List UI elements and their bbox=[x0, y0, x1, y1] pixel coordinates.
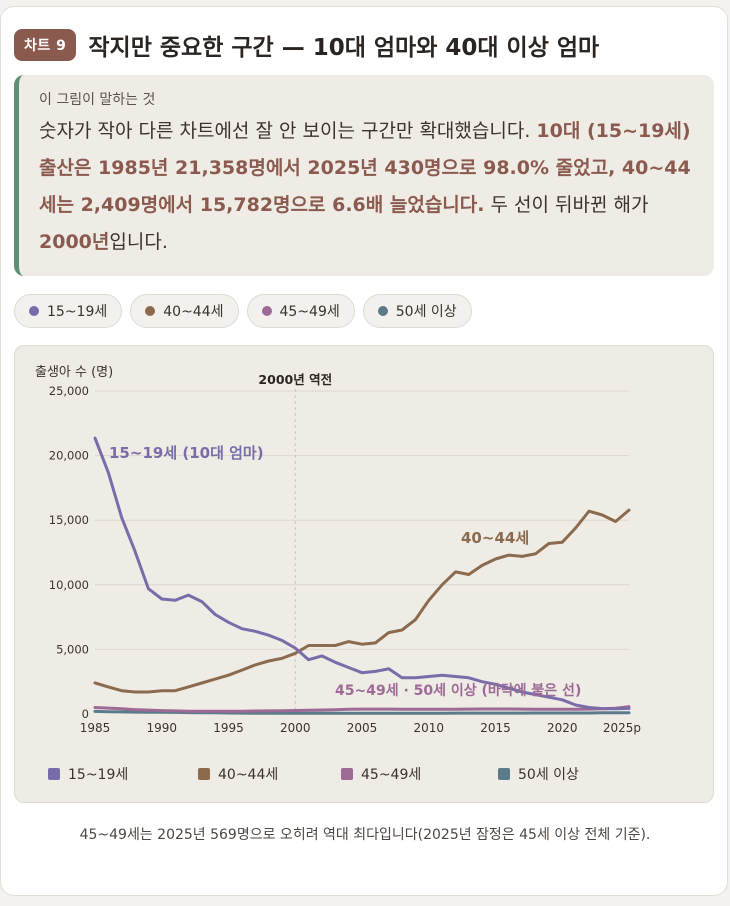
y-axis-label: 출생아 수 (명) bbox=[35, 365, 113, 380]
page-title: 작지만 중요한 구간 — 10대 엄마와 40대 이상 엄마 bbox=[88, 35, 600, 61]
series-line-45~49세 bbox=[93, 705, 631, 713]
x-tick-label: 2020 bbox=[547, 721, 578, 735]
x-tick-label: 1985 bbox=[80, 721, 111, 735]
series-line-40~44세 bbox=[93, 508, 631, 694]
legend-swatch-icon bbox=[341, 768, 353, 780]
legend-item-50-plus[interactable]: 50세 이상 bbox=[498, 764, 579, 784]
legend-item-15-19[interactable]: 15~19세 bbox=[48, 764, 198, 784]
y-tick-label: 15,000 bbox=[49, 513, 89, 527]
series-line-15~19세 bbox=[93, 436, 631, 711]
insight-callout: 이 그림이 말하는 것 숫자가 작아 다른 차트에선 잘 안 보이는 구간만 확… bbox=[14, 75, 714, 276]
chip-dot-icon bbox=[145, 306, 156, 316]
grid bbox=[95, 389, 629, 714]
y-tick-label: 20,000 bbox=[49, 449, 89, 463]
x-tick-label: 1995 bbox=[213, 721, 244, 735]
chip-dot-icon bbox=[29, 306, 39, 316]
chip-label: 50세 이상 bbox=[395, 304, 457, 320]
legend-item-45-49[interactable]: 45~49세 bbox=[341, 764, 498, 784]
callout-text-part-2: 두 선이 뒤바뀐 해가 bbox=[484, 194, 649, 216]
legend-swatch-icon bbox=[498, 768, 510, 780]
legend-label: 50세 이상 bbox=[518, 767, 579, 783]
series bbox=[93, 436, 631, 715]
x-tick-label: 2005 bbox=[347, 721, 378, 735]
callout-highlight-1: 10대 (15~19세) 출산은 1985년 21,358명에서 2025년 4… bbox=[39, 120, 691, 216]
annotation-teen: 15~19세 (10대 엄마) bbox=[109, 444, 264, 462]
chip-dot-icon bbox=[261, 306, 272, 316]
chip-50-plus[interactable]: 50세 이상 bbox=[362, 294, 472, 328]
callout-text-part-3: 입니다. bbox=[109, 231, 168, 253]
legend-item-40-44[interactable]: 40~44세 bbox=[198, 764, 341, 784]
x-tick-label: 2025p bbox=[603, 721, 641, 735]
annotation-45-plus: 45~49세 · 50세 이상 (바닥에 붙은 선) bbox=[335, 682, 581, 699]
y-tick-label: 0 bbox=[82, 707, 89, 721]
y-tick-label: 5,000 bbox=[56, 642, 89, 656]
chip-label: 15~19세 bbox=[47, 304, 108, 320]
callout-highlight-2: 2000년 bbox=[39, 231, 110, 253]
chart-panel: 출생아 수 (명) 0 5,000 10,000 15,000 20,000 25,000 1… bbox=[14, 345, 714, 803]
chip-label: 40~44세 bbox=[163, 304, 224, 320]
legend-label: 40~44세 bbox=[218, 767, 279, 783]
legend-swatch-icon bbox=[198, 768, 210, 780]
legend-swatch-icon bbox=[48, 768, 60, 780]
legend-label: 45~49세 bbox=[361, 767, 422, 783]
footnote: 45~49세는 2025년 569명으로 오히려 역대 최다입니다(2025년 … bbox=[79, 827, 651, 843]
callout-label: 이 그림이 말하는 것 bbox=[39, 92, 156, 108]
x-tick-label: 2015 bbox=[480, 721, 511, 735]
y-tick-label: 25,000 bbox=[49, 384, 89, 398]
series-filter-chips: 15~19세 40~44세 45~49세 50세 이상 bbox=[14, 294, 480, 328]
callout-text: 숫자가 작아 다른 차트에선 잘 안 보이는 구간만 확대했습니다. 10대 (… bbox=[39, 113, 694, 261]
legend-label: 15~19세 bbox=[68, 767, 129, 783]
callout-text-part-1: 숫자가 작아 다른 차트에선 잘 안 보이는 구간만 확대했습니다. bbox=[39, 120, 537, 142]
chip-40-44[interactable]: 40~44세 bbox=[130, 294, 239, 328]
x-tick-label: 2000 bbox=[280, 721, 311, 735]
header: 차트 9 작지만 중요한 구간 — 10대 엄마와 40대 이상 엄마 bbox=[14, 28, 599, 62]
y-tick-label: 10,000 bbox=[49, 578, 89, 592]
line-chart: 출생아 수 (명) 0 5,000 10,000 15,000 20,000 25,000 1… bbox=[35, 365, 641, 735]
axes: 출생아 수 (명) 0 5,000 10,000 15,000 20,000 25,000 1… bbox=[35, 365, 641, 735]
chip-45-49[interactable]: 45~49세 bbox=[246, 294, 355, 328]
chart-legend: 15~19세 40~44세 45~49세 50세 이상 bbox=[48, 764, 579, 784]
chart-number-badge: 차트 9 bbox=[14, 29, 77, 61]
x-tick-label: 2010 bbox=[413, 721, 444, 735]
chip-dot-icon bbox=[377, 306, 388, 316]
reference-label: 2000년 역전 bbox=[258, 372, 332, 387]
annotations: 2000년 역전 15~19세 (10대 엄마) 40~44세 45~49세 · 50… bbox=[109, 372, 581, 699]
annotation-40-44: 40~44세 bbox=[461, 529, 529, 547]
chip-15-19[interactable]: 15~19세 bbox=[14, 294, 123, 328]
x-tick-label: 1990 bbox=[146, 721, 177, 735]
chip-label: 45~49세 bbox=[279, 304, 340, 320]
